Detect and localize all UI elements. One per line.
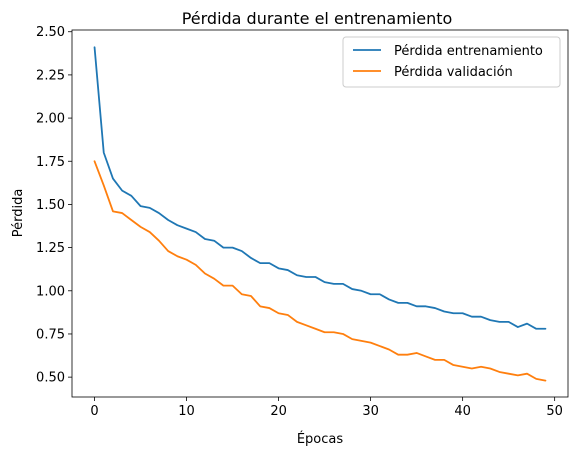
y-tick-label: 0.50 <box>36 371 65 386</box>
x-tick-label: 10 <box>178 404 195 419</box>
plot-area <box>93 46 547 382</box>
x-tick-label: 30 <box>362 404 379 419</box>
training-loss-line <box>93 46 547 330</box>
y-tick-label: 1.25 <box>36 241 65 256</box>
x-tick-label: 20 <box>270 404 287 419</box>
y-tick-label: 2.00 <box>36 112 65 127</box>
chart-title: Pérdida durante el entrenamiento <box>182 9 453 28</box>
y-tick-label: 1.50 <box>36 198 65 213</box>
axes-frame <box>71 29 569 398</box>
x-axis-title: Épocas <box>297 431 344 447</box>
y-tick-label: 1.00 <box>36 284 65 299</box>
y-tick-label: 2.25 <box>36 68 65 83</box>
y-axis-title: Pérdida <box>11 189 26 238</box>
validation-loss-line <box>93 160 547 382</box>
legend-box <box>342 36 561 88</box>
legend-label-validation: Pérdida validación <box>394 65 513 80</box>
y-tick-label: 0.75 <box>36 327 65 342</box>
x-tick-label: 50 <box>546 404 563 419</box>
y-tick-label: 1.75 <box>36 155 65 170</box>
legend: Pérdida entrenamiento Pérdida validación <box>342 36 561 88</box>
legend-label-training: Pérdida entrenamiento <box>394 44 543 59</box>
x-tick-label: 40 <box>454 404 471 419</box>
x-tick-label: 0 <box>90 404 98 419</box>
y-tick-label: 2.50 <box>36 25 65 40</box>
axis-ticks: 0 10 20 30 40 50 0.50 0.75 1.00 1.25 1.50 1.75 2.00 2… <box>36 25 563 419</box>
